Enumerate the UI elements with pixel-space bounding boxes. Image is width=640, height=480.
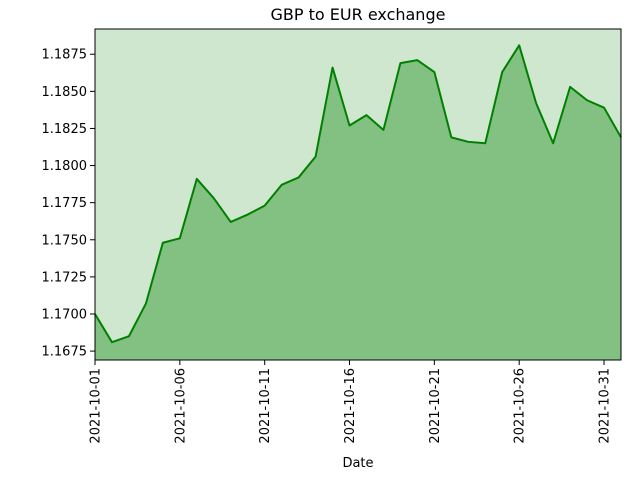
- x-tick-label: 2021-10-06: [173, 368, 188, 444]
- y-axis: 1.1675 1.1700 1.1725 1.1750 1.1775 1.1800 1.18…: [42, 48, 95, 360]
- x-tick-label: 2021-10-16: [343, 368, 358, 444]
- x-tick-label: 2021-10-21: [428, 368, 443, 444]
- series-line: [94, 44, 622, 344]
- y-tick-label: 1.1775: [42, 196, 88, 211]
- y-tick-label: 1.1850: [42, 85, 88, 100]
- y-tick-label: 1.1800: [42, 159, 88, 174]
- x-tick-label: 2021-10-26: [513, 368, 528, 444]
- x-axis-label: Date: [342, 456, 373, 471]
- y-tick-label: 1.1700: [42, 307, 88, 322]
- x-tick-label: 2021-10-11: [258, 368, 273, 444]
- y-tick-label: 1.1875: [42, 48, 88, 63]
- x-tick-label: 2021-10-01: [89, 368, 104, 444]
- y-tick-label: 1.1825: [42, 122, 88, 137]
- plot-frame: [94, 28, 622, 361]
- x-axis: 2021-10-01 2021-10-06 2021-10-11 2021-10-16…: [89, 360, 613, 444]
- y-tick-label: 1.1725: [42, 270, 88, 285]
- y-tick-label: 1.1750: [42, 233, 88, 248]
- y-tick-label: 1.1675: [42, 345, 88, 360]
- x-tick-label: 2021-10-31: [598, 368, 613, 444]
- chart-title: GBP to EUR exchange: [271, 5, 446, 24]
- series-area-fill: [95, 45, 621, 360]
